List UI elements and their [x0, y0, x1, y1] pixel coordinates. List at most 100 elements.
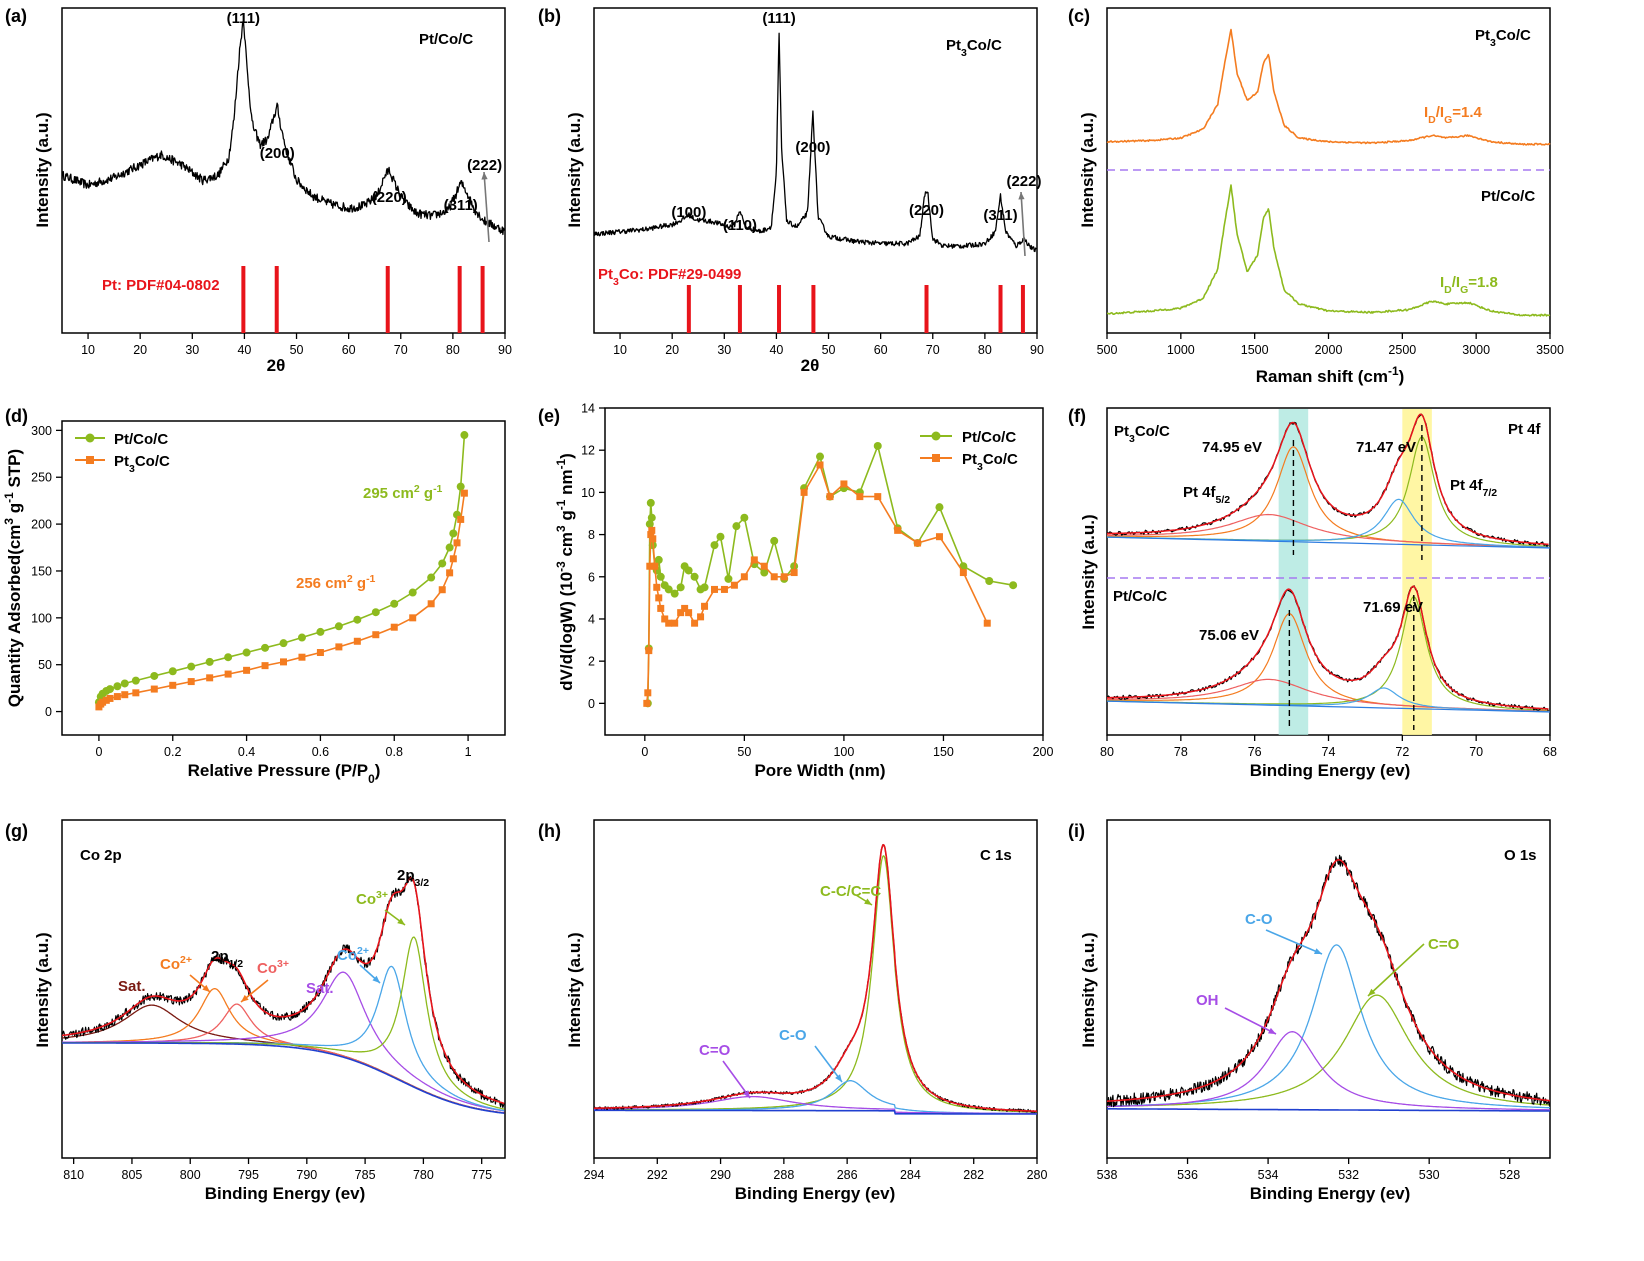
peak-label: (111) [762, 10, 795, 27]
data-point [457, 515, 465, 523]
sample-label-pt3co: Pt3Co/C [1114, 423, 1170, 445]
data-point [646, 498, 655, 507]
x-tick-label: 282 [963, 1168, 984, 1182]
raw-spectrum [1106, 413, 1549, 547]
x-tick-label: 20 [133, 343, 147, 357]
reference-label: Pt: PDF#04-0802 [102, 277, 220, 294]
data-point [121, 691, 129, 699]
x-tick-label: 80 [446, 343, 460, 357]
y-axis-label: Intensity (a.u.) [33, 932, 52, 1047]
data-point [653, 583, 661, 591]
x-axis-label: 2θ [801, 356, 820, 375]
x-axis-label: Raman shift (cm-1) [1256, 364, 1405, 386]
data-point [645, 647, 653, 655]
data-point [316, 649, 324, 657]
data-point [224, 670, 232, 678]
raman-spectrum [1106, 28, 1551, 146]
x-tick-label: 294 [584, 1168, 605, 1182]
peak-label: (100) [671, 204, 706, 221]
data-point [914, 539, 922, 547]
data-point [334, 622, 343, 631]
x-axis-label: Binding Energy (ev) [1250, 1184, 1411, 1203]
x-tick-label: 0 [95, 745, 102, 759]
data-point [105, 685, 114, 694]
data-point [935, 503, 944, 512]
id-ig-ratio-ptco: ID/IG=1.8 [1440, 274, 1498, 296]
annotation-arrow [814, 1045, 843, 1083]
fit-envelope [593, 843, 1038, 1113]
peak-label: 2p1/2 [211, 948, 243, 970]
baseline [1106, 1108, 1551, 1112]
data-point [131, 676, 140, 685]
panel-label: (h) [538, 821, 561, 841]
x-tick-label: 150 [933, 745, 954, 759]
x-tick-label: 785 [355, 1168, 376, 1182]
peak-label: 2p3/2 [397, 867, 429, 889]
pore-distribution-line [647, 445, 1014, 704]
panel-label: (b) [538, 6, 561, 26]
x-tick-label: 70 [926, 343, 940, 357]
data-point [724, 574, 733, 583]
data-point [985, 576, 994, 585]
x-tick-label: 534 [1258, 1168, 1279, 1182]
x-tick-label: 30 [185, 343, 199, 357]
subpeak-label: Pt 4f5/2 [1183, 484, 1230, 506]
y-axis-label: Intensity (a.u.) [565, 932, 584, 1047]
arrow-222 [483, 171, 490, 243]
data-point [816, 452, 825, 461]
x-tick-label: 530 [1419, 1168, 1440, 1182]
annotation-arrow-head [1368, 988, 1376, 996]
binding-energy-label: 71.69 eV [1363, 599, 1423, 616]
component-label: Co3+ [356, 889, 388, 908]
x-tick-label: 532 [1338, 1168, 1359, 1182]
peak-label: (200) [795, 139, 830, 156]
data-point [770, 573, 778, 581]
data-point [150, 685, 158, 693]
component-label: Co2+ [160, 954, 192, 973]
data-point [684, 566, 693, 575]
x-tick-label: 3500 [1536, 343, 1564, 357]
component-label: Sat. [118, 978, 146, 995]
x-tick-label: 100 [833, 745, 854, 759]
data-point [445, 543, 454, 552]
peak-label: (110) [723, 217, 757, 234]
legend-label: Pt/Co/C [962, 429, 1016, 446]
sample-label-ptco: Pt/Co/C [1113, 588, 1167, 605]
panel-title: C 1s [980, 847, 1012, 864]
data-point [655, 594, 663, 602]
x-tick-label: 528 [1499, 1168, 1520, 1182]
peak-label: (200) [260, 145, 295, 162]
data-point [187, 678, 195, 686]
x-tick-label: 10 [613, 343, 627, 357]
x-tick-label: 500 [1097, 343, 1118, 357]
x-tick-label: 795 [238, 1168, 259, 1182]
arrow-222-head [481, 172, 488, 180]
x-tick-label: 800 [180, 1168, 201, 1182]
data-point [790, 569, 798, 577]
y-tick-label: 100 [31, 611, 52, 625]
x-tick-label: 284 [900, 1168, 921, 1182]
x-tick-label: 2000 [1315, 343, 1343, 357]
panel-frame [1106, 819, 1551, 1159]
x-tick-label: 70 [394, 343, 408, 357]
data-point [113, 682, 122, 691]
fit-component [1107, 1031, 1550, 1111]
peak-label: (311) [444, 197, 478, 214]
x-axis-label: Binding Energy (ev) [1250, 761, 1411, 780]
y-tick-label: 250 [31, 471, 52, 485]
data-point [780, 573, 788, 581]
y-tick-label: 150 [31, 564, 52, 578]
data-point [449, 555, 457, 563]
raw-spectrum [593, 844, 1038, 1114]
data-point [670, 589, 679, 598]
legend-marker [931, 431, 941, 441]
y-tick-label: 2 [588, 655, 595, 669]
annotation-arrow-head [1314, 948, 1322, 954]
data-point [656, 572, 665, 581]
data-point [390, 623, 398, 631]
data-point [677, 609, 685, 617]
data-point [983, 619, 991, 627]
x-tick-label: 292 [647, 1168, 668, 1182]
x-tick-label: 280 [1027, 1168, 1048, 1182]
x-tick-label: 90 [1030, 343, 1044, 357]
